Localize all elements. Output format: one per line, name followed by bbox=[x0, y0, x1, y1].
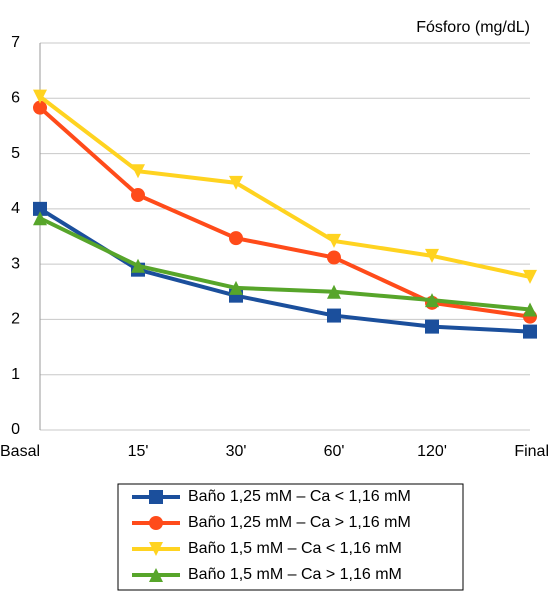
y-tick-label: 6 bbox=[11, 90, 20, 107]
series-line bbox=[38, 207, 531, 334]
marker bbox=[131, 258, 145, 273]
marker bbox=[327, 233, 341, 248]
marker bbox=[425, 248, 439, 263]
legend-label: Baño 1,25 mM – Ca < 1,16 mM bbox=[188, 488, 411, 505]
legend-label: Baño 1,25 mM – Ca > 1,16 mM bbox=[188, 514, 411, 531]
x-tick-label: Basal bbox=[0, 443, 40, 460]
marker bbox=[149, 542, 163, 556]
marker bbox=[425, 319, 439, 334]
marker bbox=[149, 490, 163, 504]
series-line bbox=[38, 106, 531, 319]
x-tick-label: Final bbox=[514, 443, 549, 460]
x-tick-label: 30' bbox=[226, 443, 247, 460]
series-line bbox=[39, 216, 531, 312]
y-tick-label: 3 bbox=[11, 255, 20, 272]
y-tick-label: 4 bbox=[11, 200, 20, 217]
marker bbox=[33, 100, 47, 115]
y-tick-label: 1 bbox=[11, 366, 20, 383]
marker bbox=[149, 568, 163, 582]
x-tick-label: 60' bbox=[324, 443, 345, 460]
marker bbox=[523, 324, 537, 339]
x-tick-label: 15' bbox=[128, 443, 149, 460]
legend-box bbox=[117, 483, 464, 591]
marker bbox=[229, 231, 243, 246]
y-tick-label: 0 bbox=[11, 421, 20, 438]
marker bbox=[327, 250, 341, 265]
series-line bbox=[38, 95, 531, 279]
marker bbox=[523, 269, 537, 284]
marker bbox=[33, 211, 47, 226]
marker bbox=[131, 164, 145, 179]
chart-title: Fósforo (mg/dL) bbox=[416, 19, 530, 36]
marker bbox=[229, 175, 243, 190]
marker bbox=[131, 188, 145, 203]
y-tick-label: 7 bbox=[11, 34, 20, 51]
marker bbox=[33, 201, 47, 216]
marker bbox=[229, 280, 243, 295]
x-tick-label: 120' bbox=[417, 443, 447, 460]
legend-label: Baño 1,5 mM – Ca > 1,16 mM bbox=[188, 566, 402, 583]
y-tick-label: 2 bbox=[11, 311, 20, 328]
y-tick-label: 5 bbox=[11, 145, 20, 162]
marker bbox=[327, 308, 341, 323]
marker bbox=[523, 302, 537, 317]
marker bbox=[425, 293, 439, 308]
legend-label: Baño 1,5 mM – Ca < 1,16 mM bbox=[188, 540, 402, 557]
marker bbox=[327, 284, 341, 299]
marker bbox=[33, 89, 47, 104]
marker bbox=[149, 516, 163, 530]
